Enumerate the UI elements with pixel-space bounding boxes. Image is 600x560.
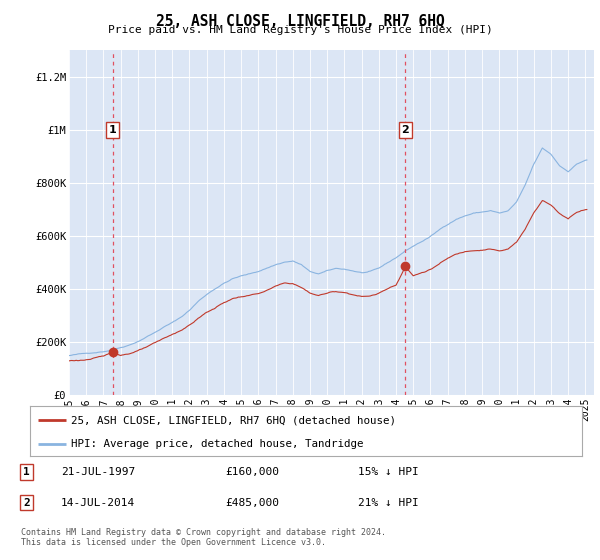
Text: 15% ↓ HPI: 15% ↓ HPI (358, 467, 418, 477)
Text: Price paid vs. HM Land Registry's House Price Index (HPI): Price paid vs. HM Land Registry's House … (107, 25, 493, 35)
Text: 2: 2 (401, 125, 409, 135)
Text: 25, ASH CLOSE, LINGFIELD, RH7 6HQ (detached house): 25, ASH CLOSE, LINGFIELD, RH7 6HQ (detac… (71, 415, 397, 425)
Text: £485,000: £485,000 (225, 498, 279, 507)
Text: 1: 1 (109, 125, 116, 135)
Text: 2: 2 (23, 498, 30, 507)
Text: 21-JUL-1997: 21-JUL-1997 (61, 467, 135, 477)
Text: 25, ASH CLOSE, LINGFIELD, RH7 6HQ: 25, ASH CLOSE, LINGFIELD, RH7 6HQ (155, 14, 445, 29)
Text: Contains HM Land Registry data © Crown copyright and database right 2024.
This d: Contains HM Land Registry data © Crown c… (21, 528, 386, 547)
Text: 1: 1 (23, 467, 30, 477)
Text: £160,000: £160,000 (225, 467, 279, 477)
Text: 21% ↓ HPI: 21% ↓ HPI (358, 498, 418, 507)
Text: HPI: Average price, detached house, Tandridge: HPI: Average price, detached house, Tand… (71, 439, 364, 449)
Text: 14-JUL-2014: 14-JUL-2014 (61, 498, 135, 507)
